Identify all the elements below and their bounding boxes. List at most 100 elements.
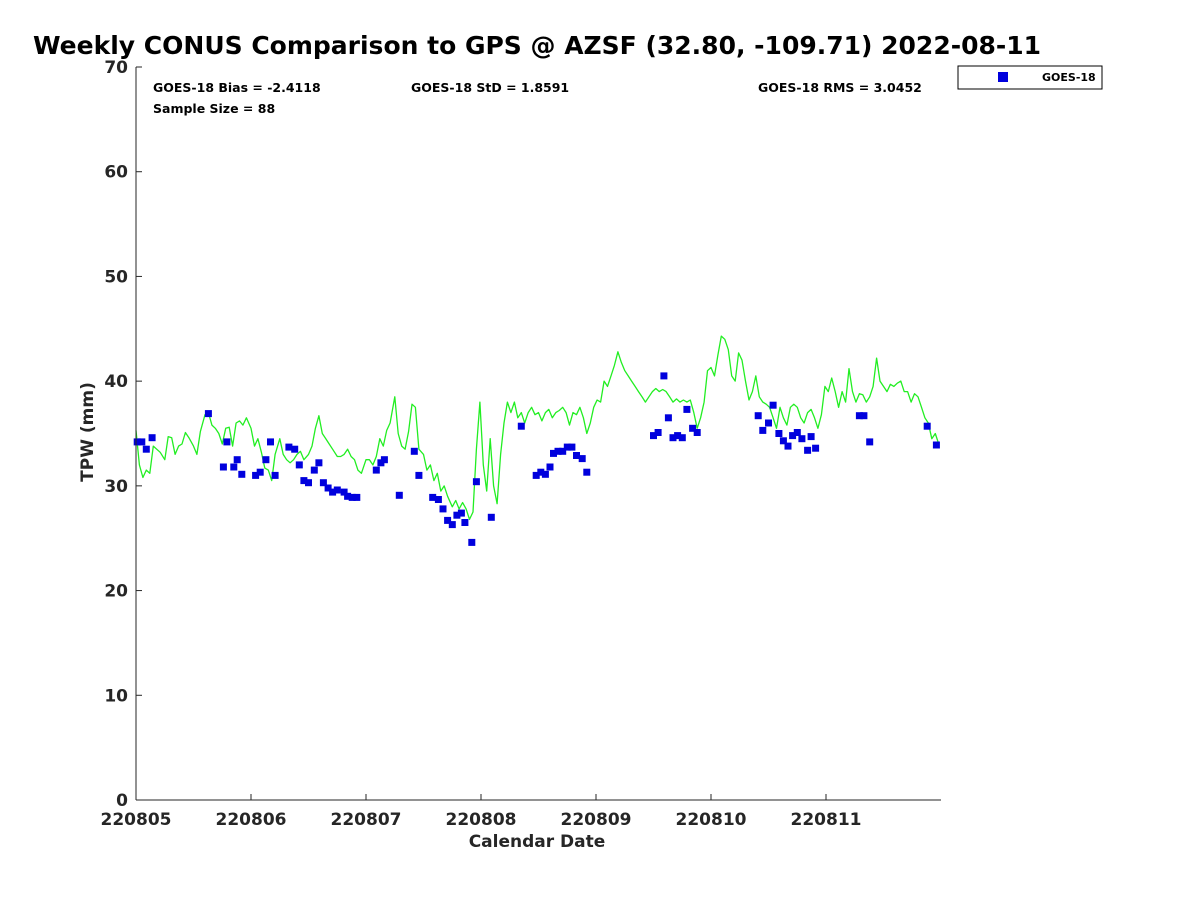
legend: GOES-18 xyxy=(957,65,1103,90)
goes-18-point xyxy=(583,468,591,476)
goes-18-point xyxy=(674,432,682,440)
goes-18-point xyxy=(434,496,442,503)
goes-18-point xyxy=(448,521,456,529)
rms-annotation: GOES-18 RMS = 3.0452 xyxy=(758,80,922,95)
goes-18-point xyxy=(693,429,701,436)
goes-18-point xyxy=(285,443,293,451)
goes-18-point xyxy=(439,505,447,513)
goes-18-point xyxy=(295,461,303,469)
goes-18-point xyxy=(395,491,403,499)
goes-18-point xyxy=(664,414,672,422)
bias-annotation: GOES-18 Bias = -2.4118 xyxy=(153,80,321,95)
goes-18-point xyxy=(468,538,476,546)
goes-18-point xyxy=(669,434,677,442)
goes-18-point xyxy=(252,471,260,479)
goes-18-point xyxy=(310,466,318,474)
goes-18-point xyxy=(784,442,792,450)
goes-18-point xyxy=(866,438,874,446)
legend-box xyxy=(957,65,1103,90)
goes-18-point xyxy=(487,513,495,521)
goes-18-point xyxy=(204,410,212,418)
goes-18-point xyxy=(578,455,586,463)
y-tick-label: 10 xyxy=(104,686,128,706)
goes-18-point xyxy=(807,433,815,441)
x-ticks: 220805 220806 220807 220808 220809 220810 2208… xyxy=(101,794,861,830)
goes-18-point xyxy=(793,429,801,436)
goes-18-point xyxy=(457,509,465,517)
y-ticks: 0 10 20 30 40 50 60 70 xyxy=(104,58,142,811)
goes-18-point xyxy=(541,470,549,478)
goes-18-point xyxy=(300,477,308,485)
goes-18-point xyxy=(238,470,246,478)
goes-18-point xyxy=(759,426,767,434)
goes-18-point xyxy=(546,463,554,471)
y-tick-label: 40 xyxy=(104,372,128,392)
goes-18-point xyxy=(453,511,461,519)
goes-18-point xyxy=(223,438,231,446)
goes-18-point xyxy=(765,419,772,427)
goes-18-point xyxy=(678,434,686,442)
goes-18-point xyxy=(754,412,762,420)
y-tick-label: 50 xyxy=(104,267,128,287)
goes-18-point xyxy=(329,488,337,496)
legend-marker-goes-18 xyxy=(998,72,1008,82)
goes-18-point xyxy=(233,456,241,464)
goes-18-point xyxy=(230,463,238,471)
x-tick-label: 220810 xyxy=(676,810,747,830)
goes-18-point xyxy=(372,466,380,474)
goes-18-point xyxy=(410,447,418,455)
goes-18-point xyxy=(775,430,783,437)
goes-18-point xyxy=(683,405,691,413)
goes-18-point xyxy=(923,422,931,430)
goes-18-point xyxy=(650,432,657,440)
goes-18-point xyxy=(305,479,312,487)
goes-18-point xyxy=(319,479,327,487)
x-tick-label: 220805 xyxy=(101,810,172,830)
goes-18-point xyxy=(271,471,279,479)
y-axis-label: TPW (mm) xyxy=(78,382,98,482)
goes-18-point xyxy=(333,486,341,494)
goes-18-point xyxy=(348,493,356,501)
goes-18-point xyxy=(133,438,141,446)
y-tick-label: 0 xyxy=(116,791,128,811)
goes-18-point xyxy=(344,492,352,500)
x-tick-label: 220809 xyxy=(561,810,632,830)
goes-18-point xyxy=(812,444,820,452)
goes-18-point xyxy=(267,438,274,446)
goes-18-point xyxy=(340,488,348,496)
sample-size-annotation: Sample Size = 88 xyxy=(153,101,275,116)
x-tick-label: 220807 xyxy=(331,810,402,830)
goes-18-point xyxy=(779,437,787,445)
goes-18-point xyxy=(472,478,480,486)
goes-18-point xyxy=(554,447,562,455)
goes-18-point xyxy=(444,516,452,524)
goes-18-point xyxy=(429,493,437,501)
goes-18-point xyxy=(568,443,576,451)
goes-18-point xyxy=(855,412,863,420)
goes-18-point xyxy=(798,435,806,443)
plot-frame xyxy=(136,67,941,800)
goes-18-point xyxy=(563,443,571,451)
plot-area: 0 10 20 30 40 50 60 70 220805 220806 220807 220808… xyxy=(101,58,941,830)
chart-title: Weekly CONUS Comparison to GPS @ AZSF (3… xyxy=(33,31,1041,60)
y-tick-label: 20 xyxy=(104,582,128,602)
goes-18-point xyxy=(559,447,567,455)
goes-18-point xyxy=(532,471,540,479)
goes-18-point xyxy=(537,468,545,476)
y-tick-label: 70 xyxy=(104,58,128,78)
goes-18-point xyxy=(142,445,150,453)
goes-18-series xyxy=(133,372,940,546)
goes-18-point xyxy=(262,456,270,464)
y-tick-label: 30 xyxy=(104,477,128,497)
goes-18-point xyxy=(291,445,299,453)
goes-18-point xyxy=(860,412,868,420)
legend-label-goes-18: GOES-18 xyxy=(1042,71,1096,84)
goes-18-point xyxy=(689,424,697,432)
goes-18-point xyxy=(461,519,469,526)
goes-18-point xyxy=(148,434,156,442)
y-tick-label: 60 xyxy=(104,163,128,183)
goes-18-point xyxy=(315,459,323,467)
goes-18-point xyxy=(219,463,227,471)
goes-18-point xyxy=(517,422,525,430)
goes-18-point xyxy=(138,438,146,446)
